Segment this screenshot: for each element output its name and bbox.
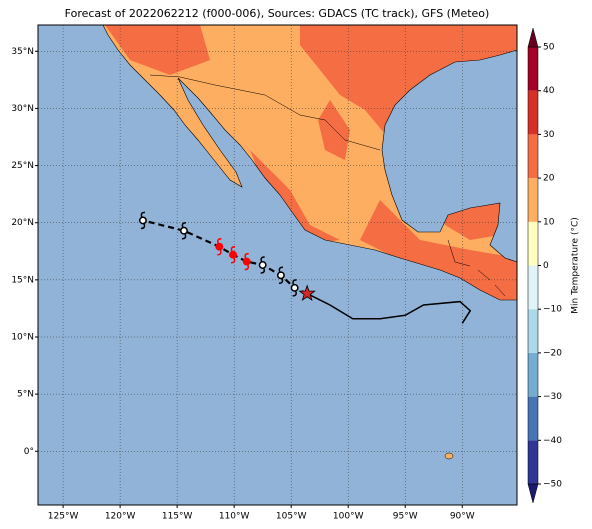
storm-eye (242, 257, 251, 266)
colorbar-segment (528, 221, 538, 266)
colorbar-tick-label: 10 (543, 217, 555, 227)
island (444, 452, 454, 460)
lon-tick-label: 95°W (393, 512, 418, 522)
colorbar-tick-label: −10 (543, 305, 562, 315)
colorbar: −50 −40 −30 −20 −10 0 10 20 30 40 50 Min Temperatur… (527, 27, 581, 504)
lon-tick-label: 120°W (105, 512, 136, 522)
colorbar-tick-label: 40 (543, 86, 555, 96)
storm-arms (230, 245, 236, 264)
colorbar-segment (528, 352, 538, 397)
storm-marker (258, 256, 267, 274)
lat-tick-label: 30°N (11, 104, 34, 114)
lat-tick-label: 5°N (17, 390, 34, 400)
storm-arms (140, 211, 146, 230)
coastline (102, 25, 517, 301)
colorbar-segment (528, 134, 538, 179)
lon-tick-label: 125°W (48, 512, 79, 522)
colorbar-tick-label: −30 (543, 392, 562, 402)
lon-tick-label: 105°W (276, 512, 307, 522)
storm-marker (242, 252, 251, 271)
colorbar-tick-label: 30 (543, 130, 555, 140)
colorbar-under (527, 483, 539, 504)
map-area (38, 25, 517, 505)
storm-arms (244, 252, 250, 271)
storm-arms (181, 221, 187, 240)
storm-eye (276, 271, 285, 280)
colorbar-tick-label: −50 (543, 480, 562, 490)
lon-tick-label: 90°W (450, 512, 475, 522)
colorbar-segment (528, 178, 538, 222)
storm-track (138, 211, 472, 324)
storm-eye (290, 283, 299, 292)
colorbar-over (527, 27, 539, 48)
lon-tick-label: 110°W (219, 512, 250, 522)
storm-arms (217, 237, 222, 256)
graticule (38, 25, 517, 505)
storm-marker (138, 211, 147, 230)
current-position (298, 284, 316, 302)
lat-tick-label: 35°N (11, 47, 34, 57)
colorbar-tick-label: 50 (543, 43, 555, 53)
lat-tick-label: 10°N (11, 333, 34, 343)
storm-arms (278, 266, 284, 285)
lat-tick-label: 0° (24, 447, 34, 457)
storm-eye (138, 216, 147, 225)
storm-marker (229, 245, 237, 264)
map-frame (37, 24, 518, 506)
colorbar-segment (528, 90, 538, 135)
storm-arms (260, 256, 265, 274)
map-title: Forecast of 2022062212 (f000-006), Sourc… (65, 7, 490, 20)
colorbar-tick-label: 20 (543, 174, 555, 184)
storm-marker (180, 221, 188, 240)
colorbar-tick-label: −40 (543, 436, 562, 446)
storm-arms (292, 279, 297, 297)
past-track (306, 292, 472, 324)
colorbar-segment (528, 440, 538, 484)
colorbar-segment (528, 47, 538, 91)
storm-marker (290, 279, 299, 297)
lon-tick-label: 100°W (333, 512, 364, 522)
colorbar-segment (528, 396, 538, 441)
lon-tick-label: 115°W (162, 512, 193, 522)
storm-eye (258, 261, 267, 269)
colorbar-tick-label: 0 (543, 261, 549, 271)
colorbar-label: Min Temperature (°C) (571, 217, 581, 314)
lat-tick-label: 20°N (11, 218, 34, 228)
colorbar-segment (528, 309, 538, 353)
borders (149, 74, 506, 297)
storm-eye (229, 250, 237, 259)
storm-eye (215, 242, 224, 251)
storm-marker (215, 237, 224, 256)
storm-marker (276, 266, 285, 285)
colorbar-tick-label: −20 (543, 348, 562, 358)
lat-tick-label: 15°N (11, 275, 34, 285)
lat-tick-label: 25°N (11, 161, 34, 171)
colorbar-segment (528, 265, 538, 310)
storm-eye (180, 226, 188, 235)
tick-labels: 125°W 120°W 115°W 110°W 105°W 100°W 95°W 90°W 0°… (11, 47, 474, 522)
